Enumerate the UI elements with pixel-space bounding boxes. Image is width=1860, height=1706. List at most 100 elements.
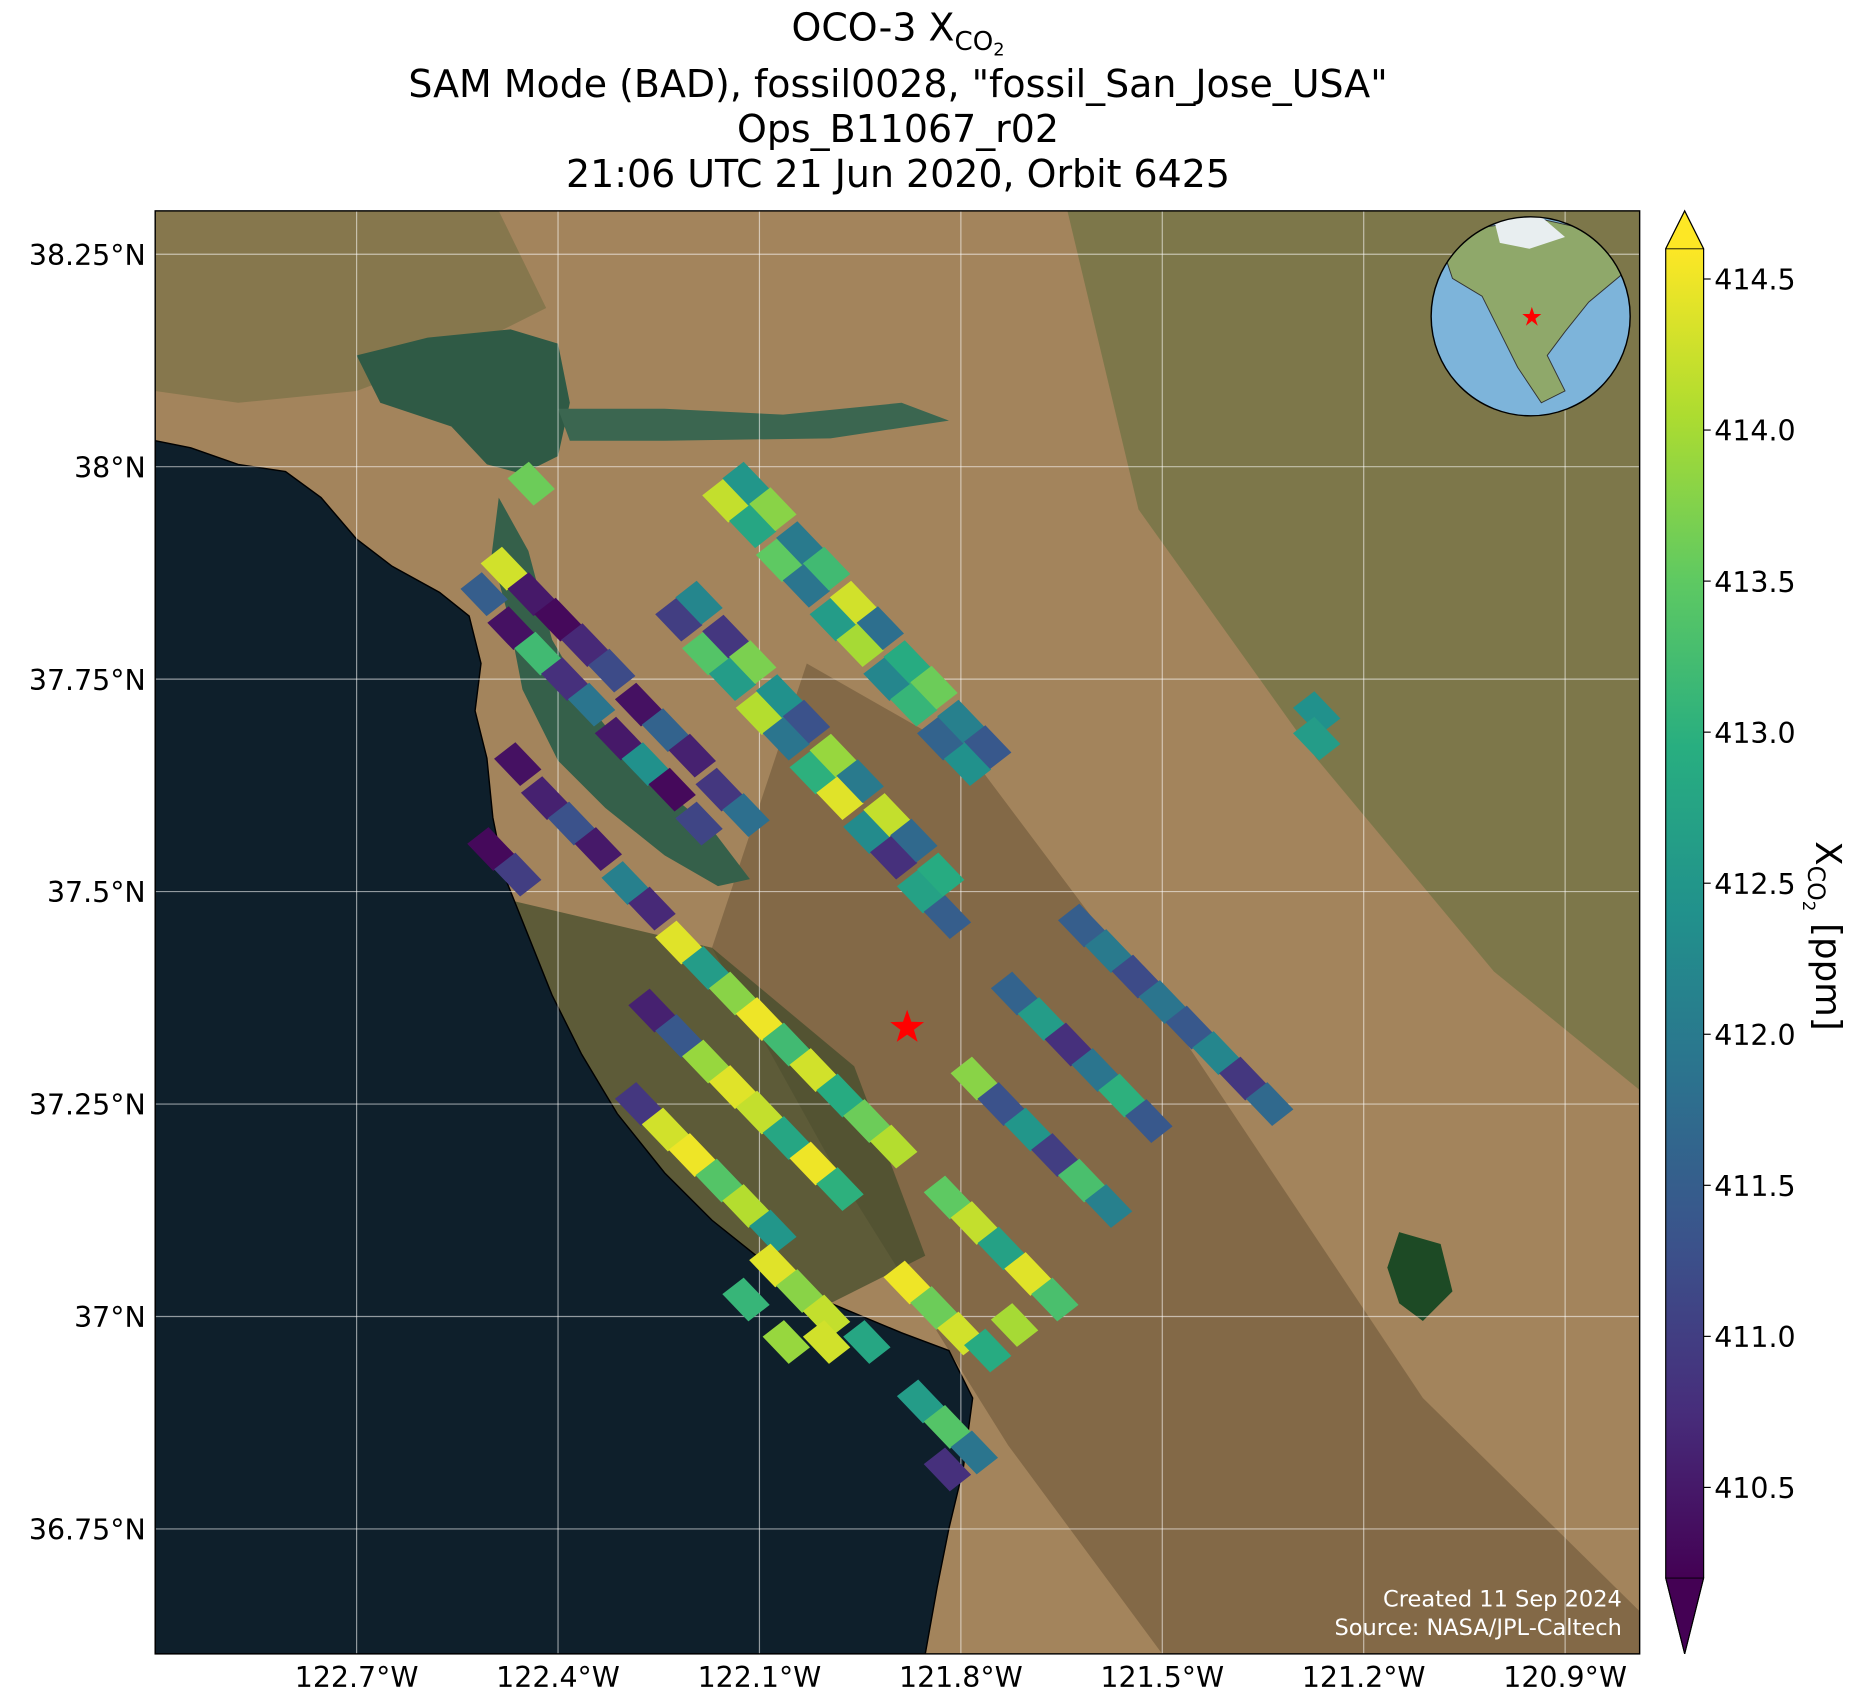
title-subscript: CO — [955, 27, 994, 57]
footprint — [1044, 1022, 1092, 1067]
footprint — [755, 674, 804, 719]
footprint — [514, 631, 562, 676]
footprint — [782, 699, 831, 744]
colorbar-tick-label: 411.5 — [1714, 1170, 1795, 1203]
footprint — [890, 818, 938, 863]
footprint — [708, 1065, 757, 1109]
footprint — [695, 767, 743, 812]
y-tick-label: 37.75°N — [29, 664, 146, 697]
colorbar-tick-label: 413.5 — [1714, 566, 1795, 599]
footprint — [836, 623, 884, 668]
footprint — [507, 572, 555, 617]
footprint — [567, 682, 616, 727]
footprint — [655, 1014, 703, 1058]
footprint — [682, 946, 730, 990]
footprint — [762, 1320, 810, 1364]
footprint — [668, 733, 717, 778]
subtitle: SAM Mode (BAD), fossil0028, "fossil_San_… — [408, 62, 1387, 106]
y-tick-label: 37°N — [74, 1301, 146, 1334]
plot-frame — [154, 210, 1641, 1655]
footprint — [836, 759, 884, 804]
bay — [491, 497, 750, 887]
reservoir — [1387, 1232, 1453, 1321]
footprint — [1125, 1099, 1173, 1143]
footprint — [1111, 954, 1160, 999]
x-tick-label: 120.9°W — [1503, 1661, 1627, 1694]
footprint — [487, 606, 535, 651]
colorbar-extend-max — [1664, 209, 1705, 250]
footprint — [722, 1184, 770, 1228]
footprint — [843, 810, 891, 855]
footprint — [923, 1175, 972, 1220]
footprint — [789, 1141, 837, 1186]
subtitle: Ops_B11067_r02 — [737, 107, 1059, 151]
footprint — [1031, 1133, 1079, 1177]
x-tick-label: 122.7°W — [295, 1661, 419, 1694]
colorbar-label-text: X — [1807, 841, 1848, 865]
footprint — [655, 597, 703, 642]
y-tick-label: 37.25°N — [29, 1089, 146, 1122]
footprint — [614, 1082, 663, 1126]
footprint — [702, 614, 750, 659]
footprint — [896, 869, 945, 914]
colorbar-label-subscript: CO — [1802, 866, 1830, 901]
footprint — [588, 648, 636, 693]
footprint — [682, 631, 730, 676]
footprint — [802, 1294, 851, 1339]
footprint — [950, 1430, 998, 1475]
footprint — [782, 563, 831, 608]
footprint — [856, 606, 904, 651]
footprint — [749, 1243, 797, 1288]
globe-inset — [1430, 216, 1631, 417]
colorbar-extend-min — [1665, 1577, 1705, 1654]
footprint — [1246, 1082, 1294, 1126]
footprint — [655, 920, 703, 965]
footprint — [708, 971, 757, 1016]
footprint — [977, 1226, 1025, 1271]
x-tick-label: 122.1°W — [698, 1661, 822, 1694]
footprint — [809, 597, 857, 642]
footprint — [460, 572, 508, 617]
target-star — [890, 1009, 925, 1042]
colorbar-tick-label: 411.0 — [1714, 1321, 1795, 1354]
colorbar-tick-label: 414.5 — [1714, 264, 1795, 297]
footprint — [870, 835, 918, 880]
footprint — [675, 801, 723, 846]
title-subsubscript: 2 — [993, 41, 1004, 61]
hills — [510, 900, 926, 1304]
footprint — [990, 971, 1039, 1016]
footprint — [863, 657, 911, 702]
footprint — [601, 861, 649, 906]
footprint — [1004, 1107, 1052, 1152]
footprint — [722, 793, 770, 838]
colorbar-tick-label: 413.0 — [1714, 717, 1795, 750]
footprint — [507, 461, 555, 506]
y-tick-label: 38.25°N — [29, 239, 146, 272]
footprint — [843, 1099, 891, 1143]
footprint — [762, 716, 810, 761]
colorbar-tick-label: 412.5 — [1714, 868, 1795, 901]
footprint — [668, 1133, 717, 1177]
globe-outline — [1430, 216, 1631, 417]
footprint — [735, 691, 784, 736]
footprint — [890, 682, 938, 727]
footprint — [1004, 1252, 1052, 1296]
footprint — [628, 988, 676, 1033]
footprint — [1058, 903, 1106, 948]
y-tick-label: 36.75°N — [29, 1514, 146, 1547]
footprint — [682, 1039, 730, 1084]
footprint — [641, 708, 690, 753]
globe-target — [1522, 306, 1542, 326]
footprint — [896, 1379, 945, 1424]
annotation: Source: NASA/JPL-Caltech — [1334, 1615, 1621, 1641]
footprint — [910, 665, 958, 710]
colorbar-frame — [1665, 209, 1705, 1655]
footprint — [1138, 980, 1186, 1024]
footprint — [1293, 716, 1341, 761]
colorbar-tick-label: 414.0 — [1714, 415, 1795, 448]
footprint — [964, 1328, 1012, 1373]
footprint — [494, 852, 542, 897]
footprint — [1071, 1048, 1119, 1092]
footprint — [547, 801, 596, 846]
footprints — [460, 461, 1341, 1492]
